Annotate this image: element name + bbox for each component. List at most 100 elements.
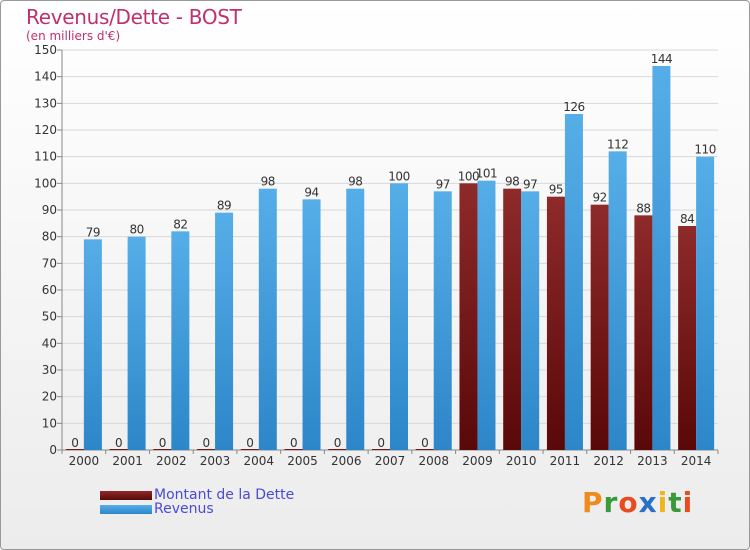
data-label-revenus: 101 — [476, 167, 497, 181]
data-label-debt: 0 — [202, 436, 209, 450]
bar-revenus — [83, 239, 102, 450]
x-tick-label: 2005 — [287, 454, 318, 468]
y-tick-label: 30 — [42, 363, 57, 377]
logo-letter: r — [603, 486, 619, 519]
data-label-debt: 95 — [549, 183, 563, 197]
proxiti-logo: Proxiti — [582, 486, 693, 519]
bar-debt — [678, 226, 697, 450]
bar-debt — [153, 449, 172, 450]
bar-revenus — [608, 151, 627, 451]
data-label-revenus: 89 — [217, 199, 231, 213]
data-label-debt: 88 — [636, 201, 650, 215]
data-label-revenus: 97 — [436, 177, 450, 191]
y-tick-label: 70 — [42, 256, 57, 270]
legend-item-revenus: Revenus — [100, 501, 214, 517]
x-tick-label: 2001 — [112, 454, 143, 468]
bar-debt — [240, 449, 259, 450]
x-tick-label: 2000 — [69, 454, 100, 468]
data-label-debt: 0 — [421, 436, 428, 450]
data-label-revenus: 112 — [607, 137, 628, 151]
bar-revenus — [127, 236, 146, 450]
y-tick-label: 110 — [34, 150, 57, 164]
logo-letter: i — [657, 486, 669, 519]
y-tick-label: 80 — [42, 230, 57, 244]
bar-debt — [65, 449, 84, 450]
data-label-debt: 0 — [159, 436, 166, 450]
x-tick-label: 2014 — [681, 454, 712, 468]
bar-revenus — [696, 156, 715, 450]
y-tick-label: 0 — [49, 443, 57, 457]
x-tick-label: 2009 — [462, 454, 493, 468]
bar-revenus — [433, 191, 452, 451]
x-tick-label: 2003 — [200, 454, 231, 468]
data-label-debt: 0 — [334, 436, 341, 450]
bar-debt — [197, 449, 216, 450]
x-tick-label: 2006 — [331, 454, 362, 468]
data-label-revenus: 98 — [261, 175, 275, 189]
bar-revenus — [564, 114, 583, 450]
legend-swatch-debt — [100, 490, 152, 500]
y-tick-label: 120 — [34, 123, 57, 137]
legend-swatch-revenus — [100, 504, 152, 514]
bar-debt — [415, 449, 434, 450]
y-tick-label: 90 — [42, 203, 57, 217]
bar-debt — [546, 196, 565, 450]
bars — [65, 66, 715, 451]
data-label-revenus: 82 — [173, 217, 187, 231]
bar-debt — [503, 188, 522, 450]
bar-revenus — [652, 66, 671, 450]
bar-debt — [459, 183, 478, 451]
y-tick-label: 60 — [42, 283, 57, 297]
data-label-debt: 100 — [458, 169, 479, 183]
bar-revenus — [390, 183, 408, 451]
bar-revenus — [346, 188, 365, 450]
x-tick-label: 2008 — [418, 454, 449, 468]
x-tick-label: 2012 — [593, 454, 624, 468]
bar-revenus — [302, 199, 321, 450]
data-label-debt: 0 — [377, 436, 384, 450]
data-label-revenus: 144 — [651, 52, 672, 66]
y-tick-label: 50 — [42, 310, 57, 324]
y-tick-label: 150 — [34, 43, 57, 57]
y-tick-label: 130 — [34, 96, 57, 110]
bar-debt — [109, 449, 128, 450]
logo-letter: i — [682, 486, 694, 519]
legend-label-debt: Montant de la Dette — [154, 487, 295, 503]
y-tick-label: 20 — [42, 390, 57, 404]
legend-label-revenus: Revenus — [154, 501, 214, 517]
bar-revenus — [477, 180, 496, 450]
data-label-revenus: 80 — [129, 223, 143, 237]
bar-revenus — [258, 188, 277, 450]
data-label-debt: 98 — [505, 175, 519, 189]
x-tick-label: 2007 — [375, 454, 406, 468]
x-tick-label: 2011 — [550, 454, 581, 468]
data-label-debt: 92 — [593, 191, 607, 205]
bar-revenus — [215, 212, 234, 450]
data-label-debt: 0 — [246, 436, 253, 450]
x-tick-label: 2013 — [637, 454, 668, 468]
data-label-debt: 0 — [115, 436, 122, 450]
logo-letter: t — [668, 486, 683, 519]
bar-debt — [284, 449, 303, 450]
bar-debt — [328, 449, 347, 450]
data-label-revenus: 79 — [86, 225, 100, 239]
data-label-revenus: 97 — [523, 177, 537, 191]
bar-debt — [634, 215, 653, 450]
logo-letter: P — [582, 486, 604, 519]
y-tick-label: 40 — [42, 336, 57, 350]
bar-debt — [372, 449, 390, 450]
logo-letter: x — [638, 486, 658, 519]
chart-subtitle: (en milliers d'€) — [26, 29, 121, 43]
data-label-revenus: 98 — [348, 175, 362, 189]
data-label-revenus: 126 — [563, 100, 584, 114]
data-label-debt: 0 — [71, 436, 78, 450]
y-tick-label: 100 — [34, 176, 57, 190]
logo-letter: o — [618, 486, 639, 519]
y-tick-label: 140 — [34, 70, 57, 84]
bar-revenus — [171, 231, 190, 450]
x-tick-label: 2010 — [506, 454, 537, 468]
data-label-revenus: 110 — [694, 143, 715, 157]
data-label-debt: 84 — [680, 212, 694, 226]
